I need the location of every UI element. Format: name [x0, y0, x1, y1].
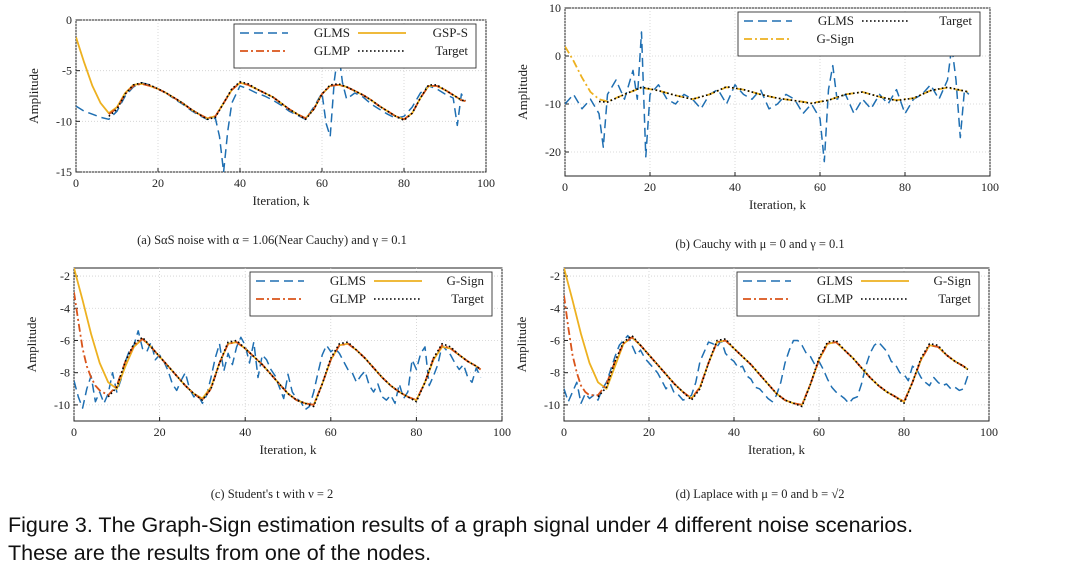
figure-caption-line2: These are the results from one of the no… [8, 541, 432, 565]
x-tick-label: 100 [477, 176, 495, 190]
y-tick-label: -10 [544, 398, 560, 412]
panel-caption-b: (b) Cauchy with μ = 0 and γ = 0.1 [675, 237, 844, 251]
series-target [107, 336, 482, 408]
y-axis-label: Amplitude [515, 64, 530, 120]
series-glms [76, 49, 467, 172]
x-tick-label: 0 [73, 176, 79, 190]
legend-label: Target [435, 43, 468, 58]
series-g-sign [565, 45, 969, 104]
y-tick-label: -6 [60, 333, 70, 347]
x-tick-label: 40 [239, 425, 251, 439]
y-tick-label: -20 [545, 145, 561, 159]
x-axis-label: Iteration, k [259, 442, 317, 457]
legend-label: GSP-S [433, 25, 468, 40]
series-target [598, 85, 969, 105]
x-tick-label: 100 [493, 425, 511, 439]
panel-caption-d: (d) Laplace with μ = 0 and b = √2 [676, 487, 845, 501]
x-tick-label: 40 [234, 176, 246, 190]
x-axis-label: Iteration, k [252, 193, 310, 208]
y-tick-label: -5 [62, 64, 72, 78]
x-tick-label: 80 [898, 425, 910, 439]
y-axis-label: Amplitude [24, 316, 39, 372]
x-axis-label: Iteration, k [749, 197, 807, 212]
y-tick-label: -6 [550, 333, 560, 347]
x-tick-label: 60 [325, 425, 337, 439]
series-glms [564, 334, 969, 405]
x-tick-label: 0 [562, 180, 568, 194]
panel-c: 0 20 40 60 80 100 -2 -4 -6 -8 -10 Iteration, k Ampli… [24, 267, 511, 501]
x-tick-label: 20 [154, 425, 166, 439]
series-target [108, 81, 466, 122]
panel-a: 0 20 40 60 80 100 0 -5 -10 -15 Iteration, k Amplitu… [26, 13, 495, 247]
y-tick-label: -8 [60, 366, 70, 380]
panel-d: 0 20 40 60 80 100 -2 -4 -6 -8 -10 Iteration, k Ampli… [514, 267, 998, 501]
y-tick-label: -15 [56, 165, 72, 179]
y-axis-label: Amplitude [514, 316, 529, 372]
x-tick-label: 100 [981, 180, 999, 194]
x-tick-label: 80 [899, 180, 911, 194]
legend-d: GLMS G-Sign GLMP Target [736, 271, 980, 317]
figure-caption-line1: Figure 3. The Graph-Sign estimation resu… [8, 513, 914, 537]
x-tick-label: 80 [410, 425, 422, 439]
x-tick-label: 0 [561, 425, 567, 439]
x-tick-label: 80 [398, 176, 410, 190]
x-tick-label: 60 [814, 180, 826, 194]
panel-caption-a: (a) SαS noise with α = 1.06(Near Cauchy)… [137, 233, 407, 247]
y-tick-label: -8 [550, 366, 560, 380]
legend-label: Target [938, 291, 971, 306]
x-tick-label: 40 [729, 180, 741, 194]
legend-label: GLMP [330, 291, 366, 306]
legend-box [233, 23, 477, 69]
y-tick-label: -10 [56, 114, 72, 128]
y-tick-label: -2 [60, 269, 70, 283]
series-glmp [74, 292, 482, 406]
y-tick-label: 0 [555, 49, 561, 63]
legend-label: G-Sign [446, 273, 484, 288]
legend-b: GLMS Target G-Sign [737, 11, 981, 57]
y-tick-label: -4 [550, 301, 560, 315]
legend-label: GLMP [314, 43, 350, 58]
y-tick-label: -10 [545, 97, 561, 111]
panel-caption-c: (c) Student's t with ν = 2 [211, 487, 334, 501]
figure-caption: Figure 3. The Graph-Sign estimation resu… [8, 511, 1078, 567]
legend-box [737, 11, 981, 57]
x-tick-label: 60 [813, 425, 825, 439]
x-tick-label: 0 [71, 425, 77, 439]
legend-label: G-Sign [933, 273, 971, 288]
legend-label: GLMP [817, 291, 853, 306]
legend-label: Target [939, 13, 972, 28]
y-tick-label: 10 [549, 1, 561, 15]
x-axis-label: Iteration, k [748, 442, 806, 457]
y-axis-label: Amplitude [26, 68, 41, 124]
series-glms [565, 31, 970, 163]
y-tick-label: -10 [54, 398, 70, 412]
legend-c: GLMS G-Sign GLMP Target [249, 271, 493, 317]
x-tick-label: 100 [980, 425, 998, 439]
legend-label: GLMS [314, 25, 350, 40]
x-tick-label: 60 [316, 176, 328, 190]
legend-label: Target [451, 291, 484, 306]
legend-label: GLMS [330, 273, 366, 288]
legend-label: GLMS [817, 273, 853, 288]
legend-box [249, 271, 493, 317]
x-tick-label: 20 [643, 425, 655, 439]
x-tick-label: 20 [152, 176, 164, 190]
y-tick-label: -2 [550, 269, 560, 283]
legend-label: GLMS [818, 13, 854, 28]
legend-box [736, 271, 980, 317]
x-tick-label: 20 [644, 180, 656, 194]
y-tick-label: 0 [66, 13, 72, 27]
legend-label: G-Sign [816, 31, 854, 46]
x-tick-label: 40 [728, 425, 740, 439]
legend-a: GLMS GSP-S GLMP Target [233, 23, 477, 69]
y-tick-label: -4 [60, 301, 70, 315]
